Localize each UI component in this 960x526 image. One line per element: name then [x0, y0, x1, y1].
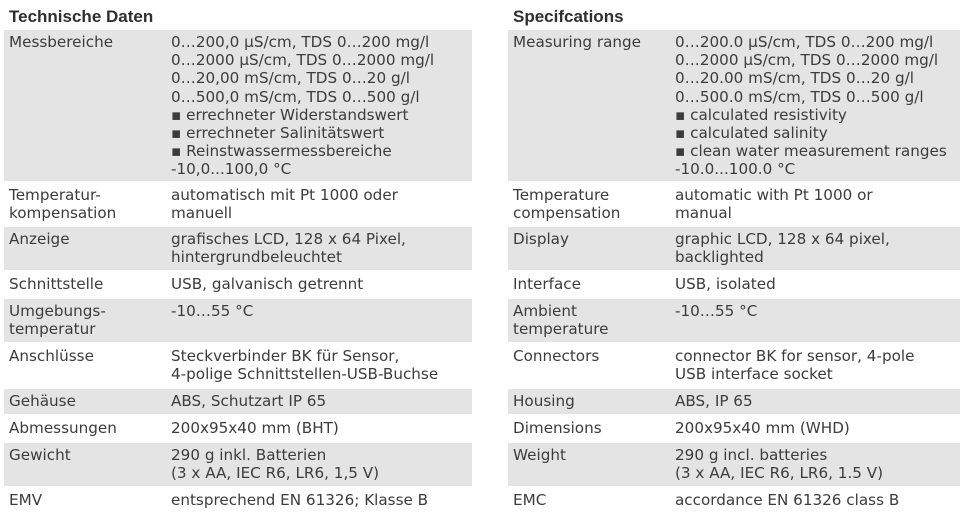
spec-value: entsprechend EN 61326; Klasse B	[171, 491, 429, 509]
spec-row-emc: EMV entsprechend EN 61326; Klasse B	[4, 488, 472, 516]
spec-label: Schnittstelle	[9, 275, 104, 293]
spec-row-interface: Interface USB, isolated	[508, 272, 960, 299]
spec-row-measuring-range: Messbereiche 0…200,0 µS/cm, TDS 0…200 mg…	[4, 30, 472, 183]
spec-value: 200x95x40 mm (BHT)	[171, 419, 339, 437]
german-table-title: Technische Daten	[9, 7, 154, 26]
spec-label: Interface	[513, 275, 581, 293]
spec-value: -10…55 °C	[675, 302, 758, 320]
spec-label: Umgebungs- temperatur	[9, 302, 106, 339]
spec-row-weight: Weight 290 g incl. batteries (3 x AA, IE…	[508, 443, 960, 488]
spec-value: -10…55 °C	[171, 302, 254, 320]
spec-value: Steckverbinder BK für Sensor, 4-polige S…	[171, 347, 439, 384]
spec-row-dimensions: Dimensions 200x95x40 mm (WHD)	[508, 416, 960, 443]
spec-row-connectors: Anschlüsse Steckverbinder BK für Sensor,…	[4, 344, 472, 389]
spec-label: Temperatur- kompensation	[9, 186, 117, 223]
spec-value: accordance EN 61326 class B	[675, 491, 900, 509]
spec-row-temperature-compensation: Temperatur- kompensation automatisch mit…	[4, 183, 472, 227]
spec-label: Anschlüsse	[9, 347, 94, 365]
spec-label: Messbereiche	[9, 33, 114, 51]
spec-row-ambient-temperature: Ambient temperature -10…55 °C	[508, 299, 960, 344]
spec-label: EMC	[513, 491, 547, 509]
spec-row-interface: Schnittstelle USB, galvanisch getrennt	[4, 272, 472, 299]
spec-row-ambient-temperature: Umgebungs- temperatur -10…55 °C	[4, 299, 472, 344]
spec-value: connector BK for sensor, 4-pole USB inte…	[675, 347, 915, 384]
spec-label: Abmessungen	[9, 419, 117, 437]
spec-row-display: Display graphic LCD, 128 x 64 pixel, bac…	[508, 227, 960, 272]
spec-value: grafisches LCD, 128 x 64 Pixel, hintergr…	[171, 230, 406, 267]
spec-value: automatisch mit Pt 1000 oder manuell	[171, 186, 398, 223]
spec-row-temperature-compensation: Temperature compensation automatic with …	[508, 183, 960, 227]
spec-row-housing: Gehäuse ABS, Schutzart IP 65	[4, 389, 472, 416]
spec-label: EMV	[9, 491, 43, 509]
english-table-title: Specifcations	[513, 7, 624, 26]
spec-value: ABS, Schutzart IP 65	[171, 392, 327, 410]
spec-value: 290 g incl. batteries (3 x AA, IEC R6, L…	[675, 446, 884, 483]
spec-value: ABS, IP 65	[675, 392, 753, 410]
spec-label: Display	[513, 230, 569, 248]
spec-row-emc: EMC accordance EN 61326 class B	[508, 488, 960, 516]
spec-row-connectors: Connectors connector BK for sensor, 4-po…	[508, 344, 960, 389]
english-spec-table: Specifcations Measuring range 0…200.0 µS…	[508, 0, 960, 516]
spec-label: Temperature compensation	[513, 186, 621, 223]
spec-row-housing: Housing ABS, IP 65	[508, 389, 960, 416]
spec-label: Housing	[513, 392, 575, 410]
spec-row-measuring-range: Measuring range 0…200.0 µS/cm, TDS 0…200…	[508, 30, 960, 183]
spec-row-weight: Gewicht 290 g inkl. Batterien (3 x AA, I…	[4, 443, 472, 488]
spec-label: Measuring range	[513, 33, 642, 51]
spec-value: 0…200.0 µS/cm, TDS 0…200 mg/l 0…2000 µS/…	[675, 33, 947, 179]
spec-label: Gewicht	[9, 446, 71, 464]
spec-label: Ambient temperature	[513, 302, 609, 339]
spec-label: Connectors	[513, 347, 600, 365]
spec-label: Dimensions	[513, 419, 602, 437]
german-spec-table: Technische Daten Messbereiche 0…200,0 µS…	[4, 0, 472, 516]
spec-value: graphic LCD, 128 x 64 pixel, backlighted	[675, 230, 890, 267]
spec-label: Gehäuse	[9, 392, 76, 410]
spec-label: Anzeige	[9, 230, 70, 248]
spec-row-display: Anzeige grafisches LCD, 128 x 64 Pixel, …	[4, 227, 472, 272]
spec-value: USB, galvanisch getrennt	[171, 275, 364, 293]
spec-value: 290 g inkl. Batterien (3 x AA, IEC R6, L…	[171, 446, 380, 483]
spec-value: USB, isolated	[675, 275, 776, 293]
spec-row-dimensions: Abmessungen 200x95x40 mm (BHT)	[4, 416, 472, 443]
spec-value: 0…200,0 µS/cm, TDS 0…200 mg/l 0…2000 µS/…	[171, 33, 435, 179]
spec-label: Weight	[513, 446, 566, 464]
spec-value: automatic with Pt 1000 or manual	[675, 186, 873, 223]
spec-value: 200x95x40 mm (WHD)	[675, 419, 850, 437]
